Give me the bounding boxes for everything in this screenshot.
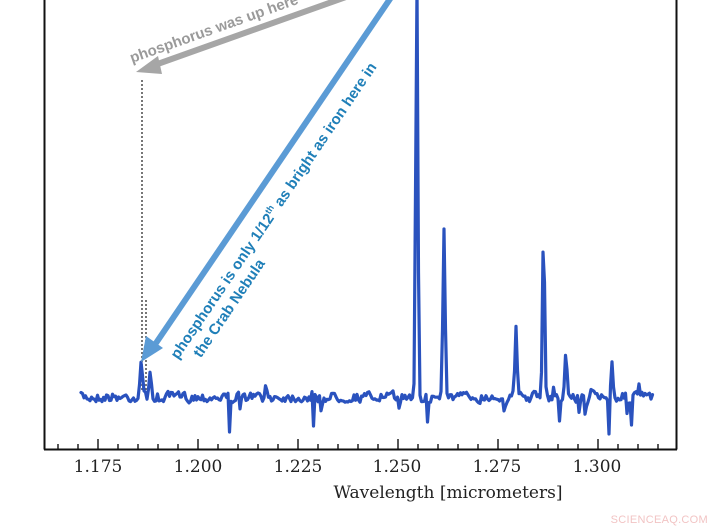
blue-annotation-line1b: as bright as iron here in xyxy=(269,60,381,214)
grey-arrow xyxy=(136,0,347,74)
svg-text:phosphorus is only 1/12th as b: phosphorus is only 1/12th as bright as i… xyxy=(166,59,380,362)
tick-label-1175: 1.175 xyxy=(74,457,123,477)
blue-annotation-line1a: phosphorus is only 1/12 xyxy=(167,211,278,363)
tick-label-1300: 1.300 xyxy=(573,457,622,477)
x-axis-title: Wavelength [micrometers] xyxy=(334,483,563,503)
watermark: SCIENCEAQ.COM xyxy=(610,514,708,526)
tick-label-1275: 1.275 xyxy=(473,457,522,477)
blue-arrow xyxy=(141,0,393,362)
tick-label-1225: 1.225 xyxy=(274,457,323,477)
tick-label-1250: 1.250 xyxy=(373,457,422,477)
grey-annotation-text: phosphorus was up here xyxy=(128,0,301,67)
plot-frame xyxy=(43,0,678,451)
grey-arrowhead-icon xyxy=(136,56,162,74)
tick-label-1200: 1.200 xyxy=(174,457,223,477)
x-axis-tick-labels: 1.175 1.200 1.225 1.250 1.275 1.300 xyxy=(74,457,622,477)
spectrum-line xyxy=(79,0,655,436)
x-axis-ticks xyxy=(57,439,659,449)
blue-arrowhead-icon xyxy=(141,336,163,362)
blue-annotation: phosphorus is only 1/12th as bright as i… xyxy=(166,59,380,363)
